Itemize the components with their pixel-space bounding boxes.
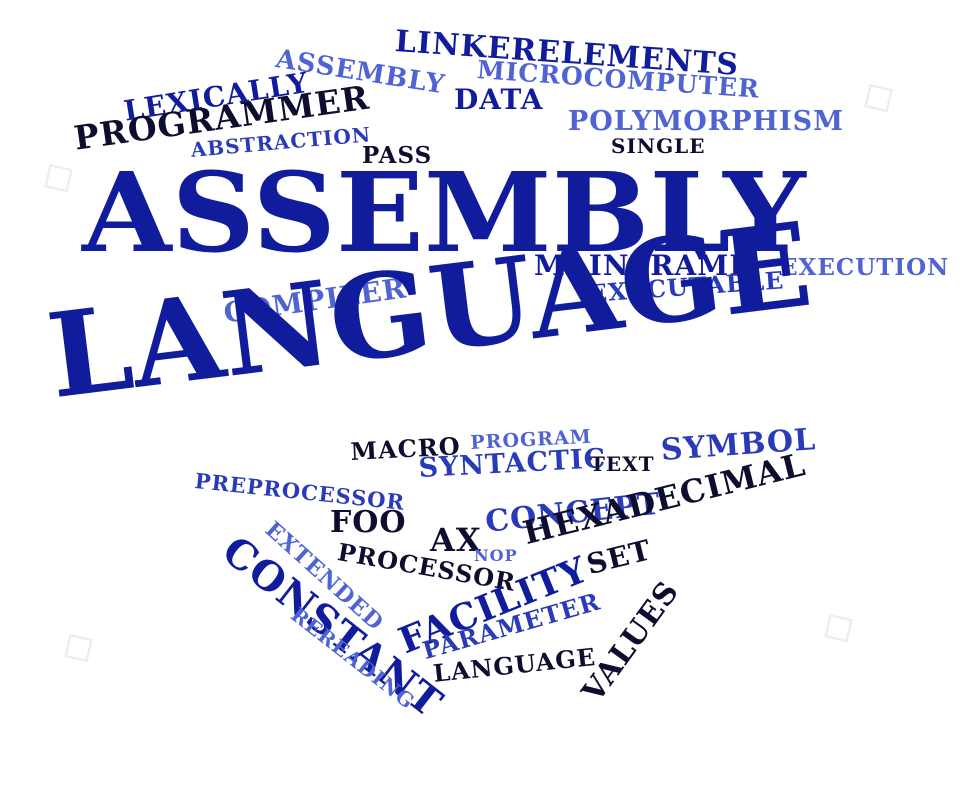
word-data: DATA bbox=[454, 83, 544, 116]
word-syntactic: SYNTACTIC bbox=[417, 443, 607, 484]
word-nop: NOP bbox=[474, 546, 518, 565]
watermark: ◇ bbox=[809, 594, 865, 657]
word-polymorphism: POLYMORPHISM bbox=[568, 106, 845, 137]
word-text: TEXT bbox=[590, 452, 655, 476]
word-execution: EXECUTION bbox=[780, 254, 950, 281]
word-pass: PASS bbox=[362, 142, 433, 169]
word-foo: FOO bbox=[330, 505, 407, 540]
watermark: ◇ bbox=[49, 614, 105, 677]
word-single: SINGLE bbox=[611, 134, 706, 158]
word-ax: AX bbox=[430, 521, 482, 559]
title-assembly: ASSEMBLY bbox=[82, 148, 806, 277]
word-mainframe: MAINFRAME bbox=[534, 249, 752, 282]
word-set: SET bbox=[583, 533, 655, 582]
watermark: ◇ bbox=[849, 64, 905, 127]
